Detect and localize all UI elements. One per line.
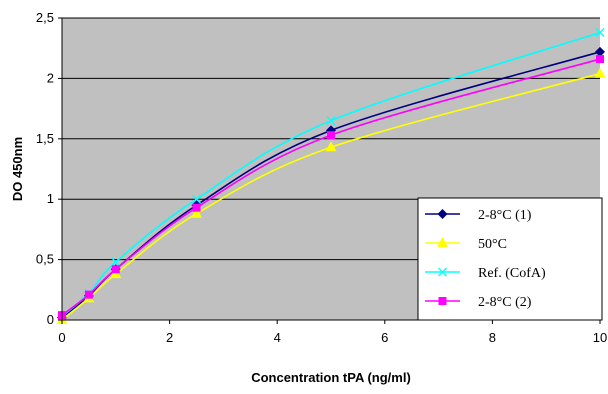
series-1-point-4 xyxy=(325,141,337,152)
x-tick-label-2: 4 xyxy=(274,330,281,345)
y-axis-title: DO 450nm xyxy=(10,137,25,201)
series-2-point-5-b xyxy=(595,28,605,37)
y-tick-label-4: 2 xyxy=(47,70,54,85)
series-3-point-1 xyxy=(84,290,93,299)
x-tick-label-0: 0 xyxy=(58,330,65,345)
series-1-point-3 xyxy=(191,207,202,218)
series-group xyxy=(56,28,606,324)
x-axis-title: Concentration tPA (ng/ml) xyxy=(251,370,411,385)
series-2-point-3-b xyxy=(192,194,201,204)
series-3-point-5 xyxy=(596,55,604,64)
x-tick-label-1: 2 xyxy=(166,330,173,345)
legend-label-2: Ref. (CofA) xyxy=(478,266,546,281)
tick-labels: 0 0,5 1 1,5 2 2,5 0 2 4 6 8 10 xyxy=(36,10,607,345)
legend-marker-3 xyxy=(438,297,447,305)
legend-marker-2-b xyxy=(438,267,447,277)
y-tick-label-3: 1,5 xyxy=(36,131,54,146)
x-tick-label-5: 10 xyxy=(593,330,607,345)
legend-box xyxy=(417,197,603,321)
x-tick-label-4: 8 xyxy=(489,330,496,345)
series-1-point-5 xyxy=(594,67,606,78)
legend: 2-8°C (1) 50°C Ref. (CofA) 2-8°C (2) xyxy=(417,197,603,321)
legend-label-3: 2-8°C (2) xyxy=(478,295,532,310)
x-tick-label-3: 6 xyxy=(381,330,388,345)
legend-label-0: 2-8°C (1) xyxy=(478,208,532,223)
legend-label-1: 50°C xyxy=(478,237,507,252)
series-2-point-3 xyxy=(192,194,201,204)
series-0-point-5 xyxy=(595,46,605,57)
y-tick-label-0: 0 xyxy=(47,312,54,327)
series-3-point-4 xyxy=(327,131,335,140)
legend-items: 2-8°C (1) 50°C Ref. (CofA) 2-8°C (2) xyxy=(425,208,546,310)
legend-marker-1 xyxy=(437,237,448,247)
series-2-point-5 xyxy=(595,28,605,37)
series-2-point-2-b xyxy=(111,257,121,267)
legend-marker-2 xyxy=(438,267,447,277)
y-tick-label-5: 2,5 xyxy=(36,10,54,25)
series-3-point-2 xyxy=(111,265,120,274)
series-3-point-3 xyxy=(192,203,201,212)
legend-marker-0 xyxy=(437,209,448,219)
y-tick-label-2: 1 xyxy=(47,191,54,206)
series-2-point-4-b xyxy=(326,116,336,126)
series-2-point-2 xyxy=(111,257,121,267)
series-2-point-4 xyxy=(326,116,336,126)
y-tick-label-1: 0,5 xyxy=(36,252,54,267)
